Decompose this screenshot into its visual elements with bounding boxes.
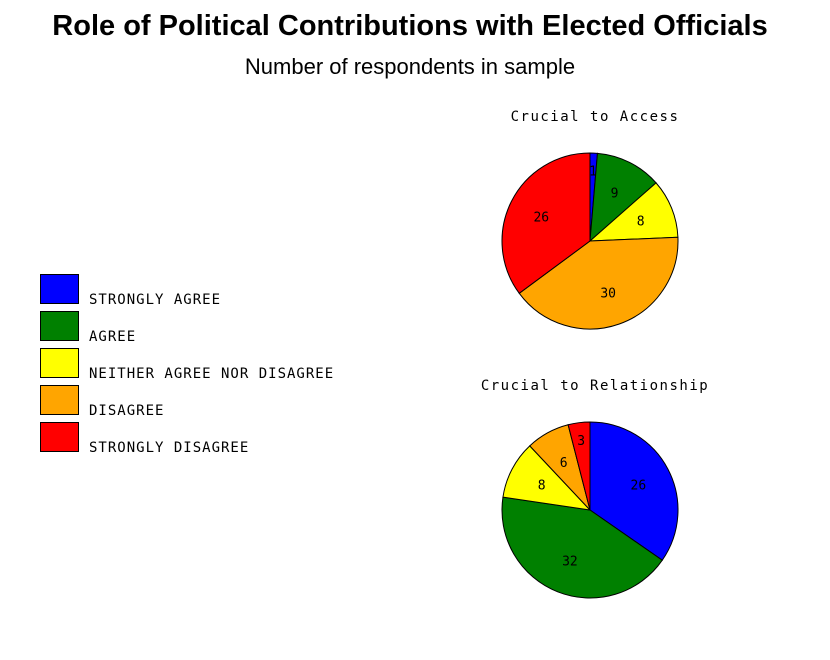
pie-slice-relationship-agree <box>501 496 663 599</box>
legend-swatch-strongly-disagree <box>40 422 79 452</box>
legend-swatch-neither <box>40 348 79 378</box>
pie-label-relationship-strongly-agree: 26 <box>631 479 647 494</box>
pie-label-relationship-strongly-disagree: 3 <box>577 434 585 449</box>
pie-label-relationship-neither-agree-nor-disagree: 8 <box>538 479 546 494</box>
pie-label-relationship-agree: 32 <box>562 555 578 570</box>
pie-slice-access-strongly-disagree <box>501 152 591 295</box>
legend-label-agree: AGREE <box>89 329 137 345</box>
legend-label-neither: NEITHER AGREE NOR DISAGREE <box>89 366 335 382</box>
legend-label-strongly-disagree: STRONGLY DISAGREE <box>89 440 250 456</box>
chart-title: Role of Political Contributions with Ele… <box>52 10 768 42</box>
legend-swatch-disagree <box>40 385 79 415</box>
legend-label-strongly-agree: STRONGLY AGREE <box>89 292 222 308</box>
pie-slice-relationship-strongly-disagree <box>567 421 591 511</box>
pie-title-access: Crucial to Access <box>510 109 680 125</box>
pie-label-access-strongly-agree: 1 <box>589 165 597 180</box>
legend-swatch-agree <box>40 311 79 341</box>
pie-relationship: 26 32 863 <box>501 421 679 599</box>
pie-slice-relationship-strongly-agree <box>589 421 679 561</box>
pie-title-relationship: Crucial to Relationship <box>480 378 710 394</box>
pie-access: 19 8 30 26 <box>501 152 679 330</box>
pie-label-access-disagree: 30 <box>600 286 616 301</box>
pie-label-access-agree: 9 <box>611 186 619 201</box>
pie-label-access-strongly-disagree: 26 <box>533 210 549 225</box>
chart-subtitle: Number of respondents in sample <box>244 54 576 79</box>
legend-label-disagree: DISAGREE <box>89 403 165 419</box>
pie-slice-access-disagree <box>518 236 679 330</box>
pie-label-relationship-disagree: 6 <box>560 456 568 471</box>
pie-label-access-neither-agree-nor-disagree: 8 <box>637 215 645 230</box>
legend-swatch-strongly-agree <box>40 274 79 304</box>
pie-slice-access-agree <box>589 152 657 243</box>
